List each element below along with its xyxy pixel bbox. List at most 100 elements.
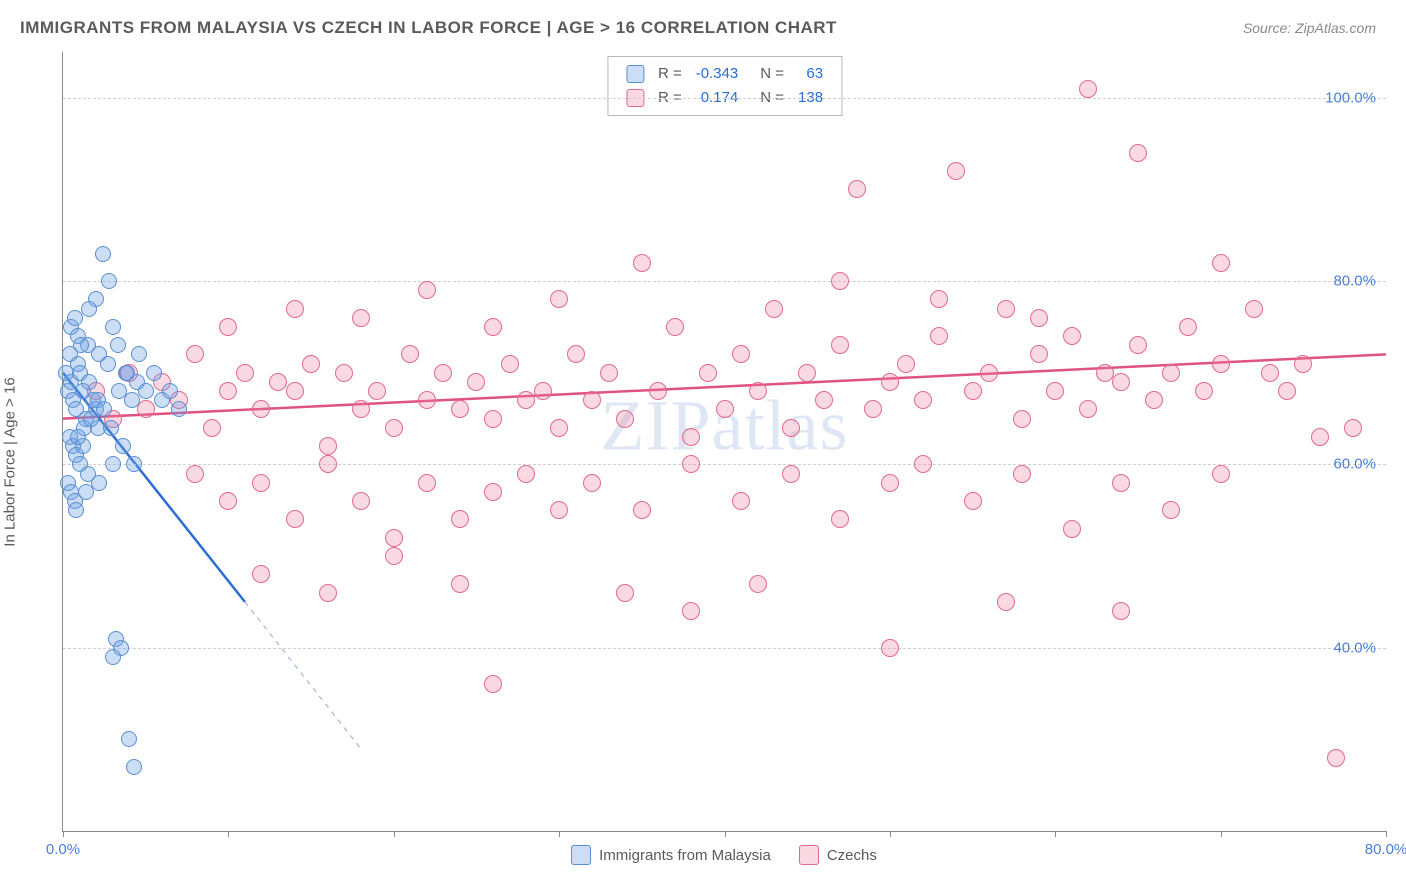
data-point-czech xyxy=(1162,501,1180,519)
data-point-czech xyxy=(319,455,337,473)
data-point-malaysia xyxy=(81,374,97,390)
y-tick-label: 40.0% xyxy=(1333,639,1376,656)
data-point-czech xyxy=(286,510,304,528)
data-point-czech xyxy=(186,345,204,363)
data-point-malaysia xyxy=(110,337,126,353)
data-point-czech xyxy=(616,584,634,602)
x-tick xyxy=(725,831,726,837)
data-point-czech xyxy=(1311,428,1329,446)
data-point-czech xyxy=(418,474,436,492)
data-point-czech xyxy=(782,419,800,437)
data-point-czech xyxy=(1096,364,1114,382)
data-point-czech xyxy=(1046,382,1064,400)
data-point-czech xyxy=(964,382,982,400)
data-point-czech xyxy=(749,382,767,400)
data-point-czech xyxy=(782,465,800,483)
data-point-czech xyxy=(252,400,270,418)
data-point-czech xyxy=(666,318,684,336)
data-point-malaysia xyxy=(126,759,142,775)
data-point-czech xyxy=(1212,355,1230,373)
chart-area: In Labor Force | Age > 16 ZIPatlas R = -… xyxy=(20,52,1386,872)
data-point-czech xyxy=(1079,400,1097,418)
data-point-czech xyxy=(1212,465,1230,483)
data-point-czech xyxy=(997,300,1015,318)
data-point-czech xyxy=(252,565,270,583)
data-point-czech xyxy=(517,391,535,409)
data-point-czech xyxy=(749,575,767,593)
data-point-czech xyxy=(319,584,337,602)
data-point-malaysia xyxy=(103,420,119,436)
data-point-czech xyxy=(1063,520,1081,538)
gridline xyxy=(63,648,1386,649)
data-point-czech xyxy=(484,410,502,428)
data-point-czech xyxy=(947,162,965,180)
data-point-czech xyxy=(583,474,601,492)
data-point-czech xyxy=(1112,602,1130,620)
data-point-czech xyxy=(385,529,403,547)
data-point-czech xyxy=(633,254,651,272)
data-point-czech xyxy=(451,575,469,593)
x-tick xyxy=(228,831,229,837)
x-tick xyxy=(1221,831,1222,837)
data-point-czech xyxy=(881,373,899,391)
data-point-czech xyxy=(269,373,287,391)
data-point-czech xyxy=(484,318,502,336)
data-point-czech xyxy=(682,455,700,473)
data-point-czech xyxy=(1013,410,1031,428)
plot-region: ZIPatlas R = -0.343 N = 63 R = 0.174 N =… xyxy=(62,52,1386,832)
data-point-czech xyxy=(1030,309,1048,327)
data-point-czech xyxy=(831,510,849,528)
data-point-czech xyxy=(550,290,568,308)
data-point-czech xyxy=(1112,474,1130,492)
data-point-czech xyxy=(567,345,585,363)
data-point-czech xyxy=(1162,364,1180,382)
n-value-malaysia: 63 xyxy=(792,63,829,85)
data-point-czech xyxy=(236,364,254,382)
data-point-czech xyxy=(583,391,601,409)
bottom-legend: Immigrants from Malaysia Czechs xyxy=(62,838,1386,872)
y-axis-label: In Labor Force | Age > 16 xyxy=(2,377,19,546)
data-point-czech xyxy=(864,400,882,418)
r-value-malaysia: -0.343 xyxy=(690,63,745,85)
gridline xyxy=(63,464,1386,465)
data-point-czech xyxy=(286,300,304,318)
data-point-czech xyxy=(1327,749,1345,767)
data-point-czech xyxy=(1129,144,1147,162)
data-point-czech xyxy=(1030,345,1048,363)
data-point-czech xyxy=(1145,391,1163,409)
data-point-czech xyxy=(352,309,370,327)
data-point-malaysia xyxy=(119,365,135,381)
data-point-czech xyxy=(451,510,469,528)
data-point-malaysia xyxy=(105,649,121,665)
data-point-czech xyxy=(219,318,237,336)
data-point-czech xyxy=(550,419,568,437)
data-point-malaysia xyxy=(68,502,84,518)
data-point-czech xyxy=(550,501,568,519)
data-point-czech xyxy=(286,382,304,400)
data-point-malaysia xyxy=(101,273,117,289)
data-point-czech xyxy=(401,345,419,363)
data-point-czech xyxy=(1129,336,1147,354)
y-tick-label: 100.0% xyxy=(1325,89,1376,106)
data-point-czech xyxy=(418,391,436,409)
data-point-czech xyxy=(219,382,237,400)
data-point-czech xyxy=(1112,373,1130,391)
data-point-malaysia xyxy=(81,301,97,317)
x-tick xyxy=(1386,831,1387,837)
data-point-czech xyxy=(1195,382,1213,400)
data-point-czech xyxy=(335,364,353,382)
y-tick-label: 60.0% xyxy=(1333,456,1376,473)
swatch-malaysia-icon xyxy=(571,845,591,865)
data-point-czech xyxy=(1063,327,1081,345)
data-point-czech xyxy=(930,290,948,308)
y-tick-label: 80.0% xyxy=(1333,273,1376,290)
data-point-czech xyxy=(798,364,816,382)
stats-legend: R = -0.343 N = 63 R = 0.174 N = 138 xyxy=(607,56,842,116)
data-point-czech xyxy=(616,410,634,428)
data-point-czech xyxy=(897,355,915,373)
data-point-czech xyxy=(484,483,502,501)
data-point-czech xyxy=(649,382,667,400)
data-point-czech xyxy=(997,593,1015,611)
data-point-czech xyxy=(914,455,932,473)
data-point-malaysia xyxy=(105,319,121,335)
